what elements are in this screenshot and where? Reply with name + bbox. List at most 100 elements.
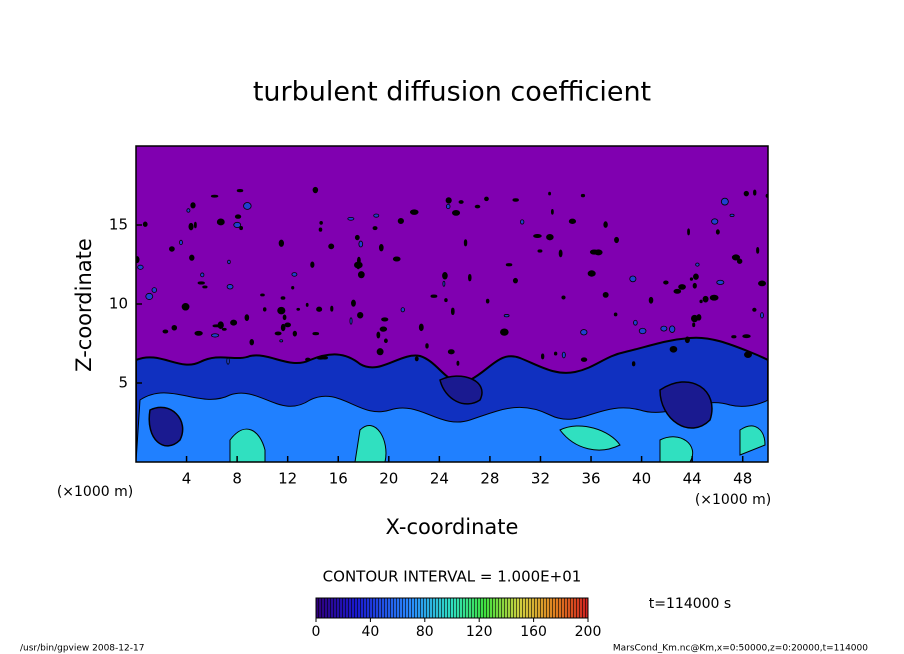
speckle xyxy=(409,209,419,215)
speckle xyxy=(558,249,563,258)
chart-title: turbulent diffusion coefficient xyxy=(253,77,651,108)
speckle xyxy=(418,323,424,332)
speckle xyxy=(695,262,700,267)
x-tick-label: 36 xyxy=(581,470,600,488)
speckle xyxy=(447,349,455,355)
speckle xyxy=(669,325,676,333)
x-tick-label: 8 xyxy=(232,470,242,488)
x-tick-label: 12 xyxy=(278,470,297,488)
speckle xyxy=(190,202,196,209)
speckle xyxy=(400,307,405,313)
x-axis-label: X-coordinate xyxy=(386,515,519,539)
speckle xyxy=(249,339,255,346)
speckle xyxy=(318,227,323,232)
speckle xyxy=(372,226,378,231)
time-label: t=114000 s xyxy=(649,596,731,612)
speckle xyxy=(392,256,401,262)
speckle xyxy=(414,356,419,362)
speckle xyxy=(512,277,518,284)
speckle xyxy=(540,353,545,360)
field xyxy=(136,146,768,462)
speckle xyxy=(357,271,365,279)
speckle xyxy=(282,314,287,321)
speckle xyxy=(442,280,446,287)
speckle xyxy=(663,280,669,285)
speckle xyxy=(230,319,238,326)
speckle xyxy=(319,221,323,225)
colorbar-tick-label: 160 xyxy=(520,624,547,640)
speckle xyxy=(226,284,234,290)
speckle xyxy=(729,213,735,217)
speckle xyxy=(742,334,751,339)
speckle xyxy=(505,263,513,267)
speckle xyxy=(305,357,311,362)
speckle xyxy=(711,218,719,225)
speckle xyxy=(512,198,519,202)
speckle xyxy=(715,229,720,235)
speckle xyxy=(442,271,448,280)
speckle xyxy=(702,295,709,303)
colorbar-tick-label: 40 xyxy=(361,624,379,640)
layer-dark xyxy=(148,375,713,447)
speckle xyxy=(136,256,140,264)
speckle xyxy=(758,280,767,287)
speckle xyxy=(684,336,690,344)
speckle xyxy=(603,221,608,228)
x-tick-label: 20 xyxy=(379,470,398,488)
speckle xyxy=(305,302,309,307)
speckle xyxy=(168,246,175,252)
speckle xyxy=(236,189,244,193)
speckle xyxy=(145,292,154,300)
speckle xyxy=(456,360,460,366)
speckle xyxy=(354,261,363,269)
speckle xyxy=(280,296,286,300)
speckle xyxy=(709,294,719,301)
speckle xyxy=(731,335,737,339)
speckle xyxy=(687,228,690,236)
y-tick-label: 10 xyxy=(109,295,128,313)
speckle xyxy=(484,196,489,202)
x-tick-label: 28 xyxy=(480,470,499,488)
speckle xyxy=(533,234,542,239)
speckle xyxy=(669,345,678,353)
speckle xyxy=(752,307,757,312)
speckle xyxy=(678,284,686,290)
speckle xyxy=(753,189,757,196)
speckle xyxy=(474,204,481,209)
x-unit-left: (×1000 m) xyxy=(57,484,133,500)
speckle xyxy=(328,243,335,250)
speckle xyxy=(397,218,404,225)
speckle xyxy=(548,191,552,196)
speckle xyxy=(312,186,319,194)
speckle xyxy=(720,197,729,206)
speckle xyxy=(736,258,743,264)
speckle xyxy=(629,275,637,283)
speckle xyxy=(278,239,285,247)
speckle xyxy=(279,339,284,343)
speckle xyxy=(316,356,325,360)
speckle xyxy=(217,321,224,329)
speckle xyxy=(378,243,384,252)
speckle xyxy=(468,274,472,282)
speckle xyxy=(260,293,265,297)
speckle xyxy=(692,282,697,289)
speckle xyxy=(296,307,301,311)
speckle xyxy=(500,328,509,336)
speckle xyxy=(699,299,703,304)
speckle xyxy=(181,302,190,311)
speckle xyxy=(580,357,588,362)
speckle xyxy=(193,221,197,229)
speckle xyxy=(347,216,355,221)
y-axis-label: Z-coordinate xyxy=(72,238,96,372)
footer-right: MarsCond_Km.nc@Km,x=0:50000,z=0:20000,t=… xyxy=(613,644,868,654)
y-tick-label: 5 xyxy=(118,374,128,392)
speckle xyxy=(373,213,380,218)
speckle xyxy=(210,333,220,338)
speckle xyxy=(171,324,178,331)
speckle xyxy=(463,239,468,247)
speckle xyxy=(673,288,682,294)
speckle xyxy=(381,317,389,322)
speckle xyxy=(744,351,752,358)
colorbar-tick-label: 80 xyxy=(416,624,434,640)
